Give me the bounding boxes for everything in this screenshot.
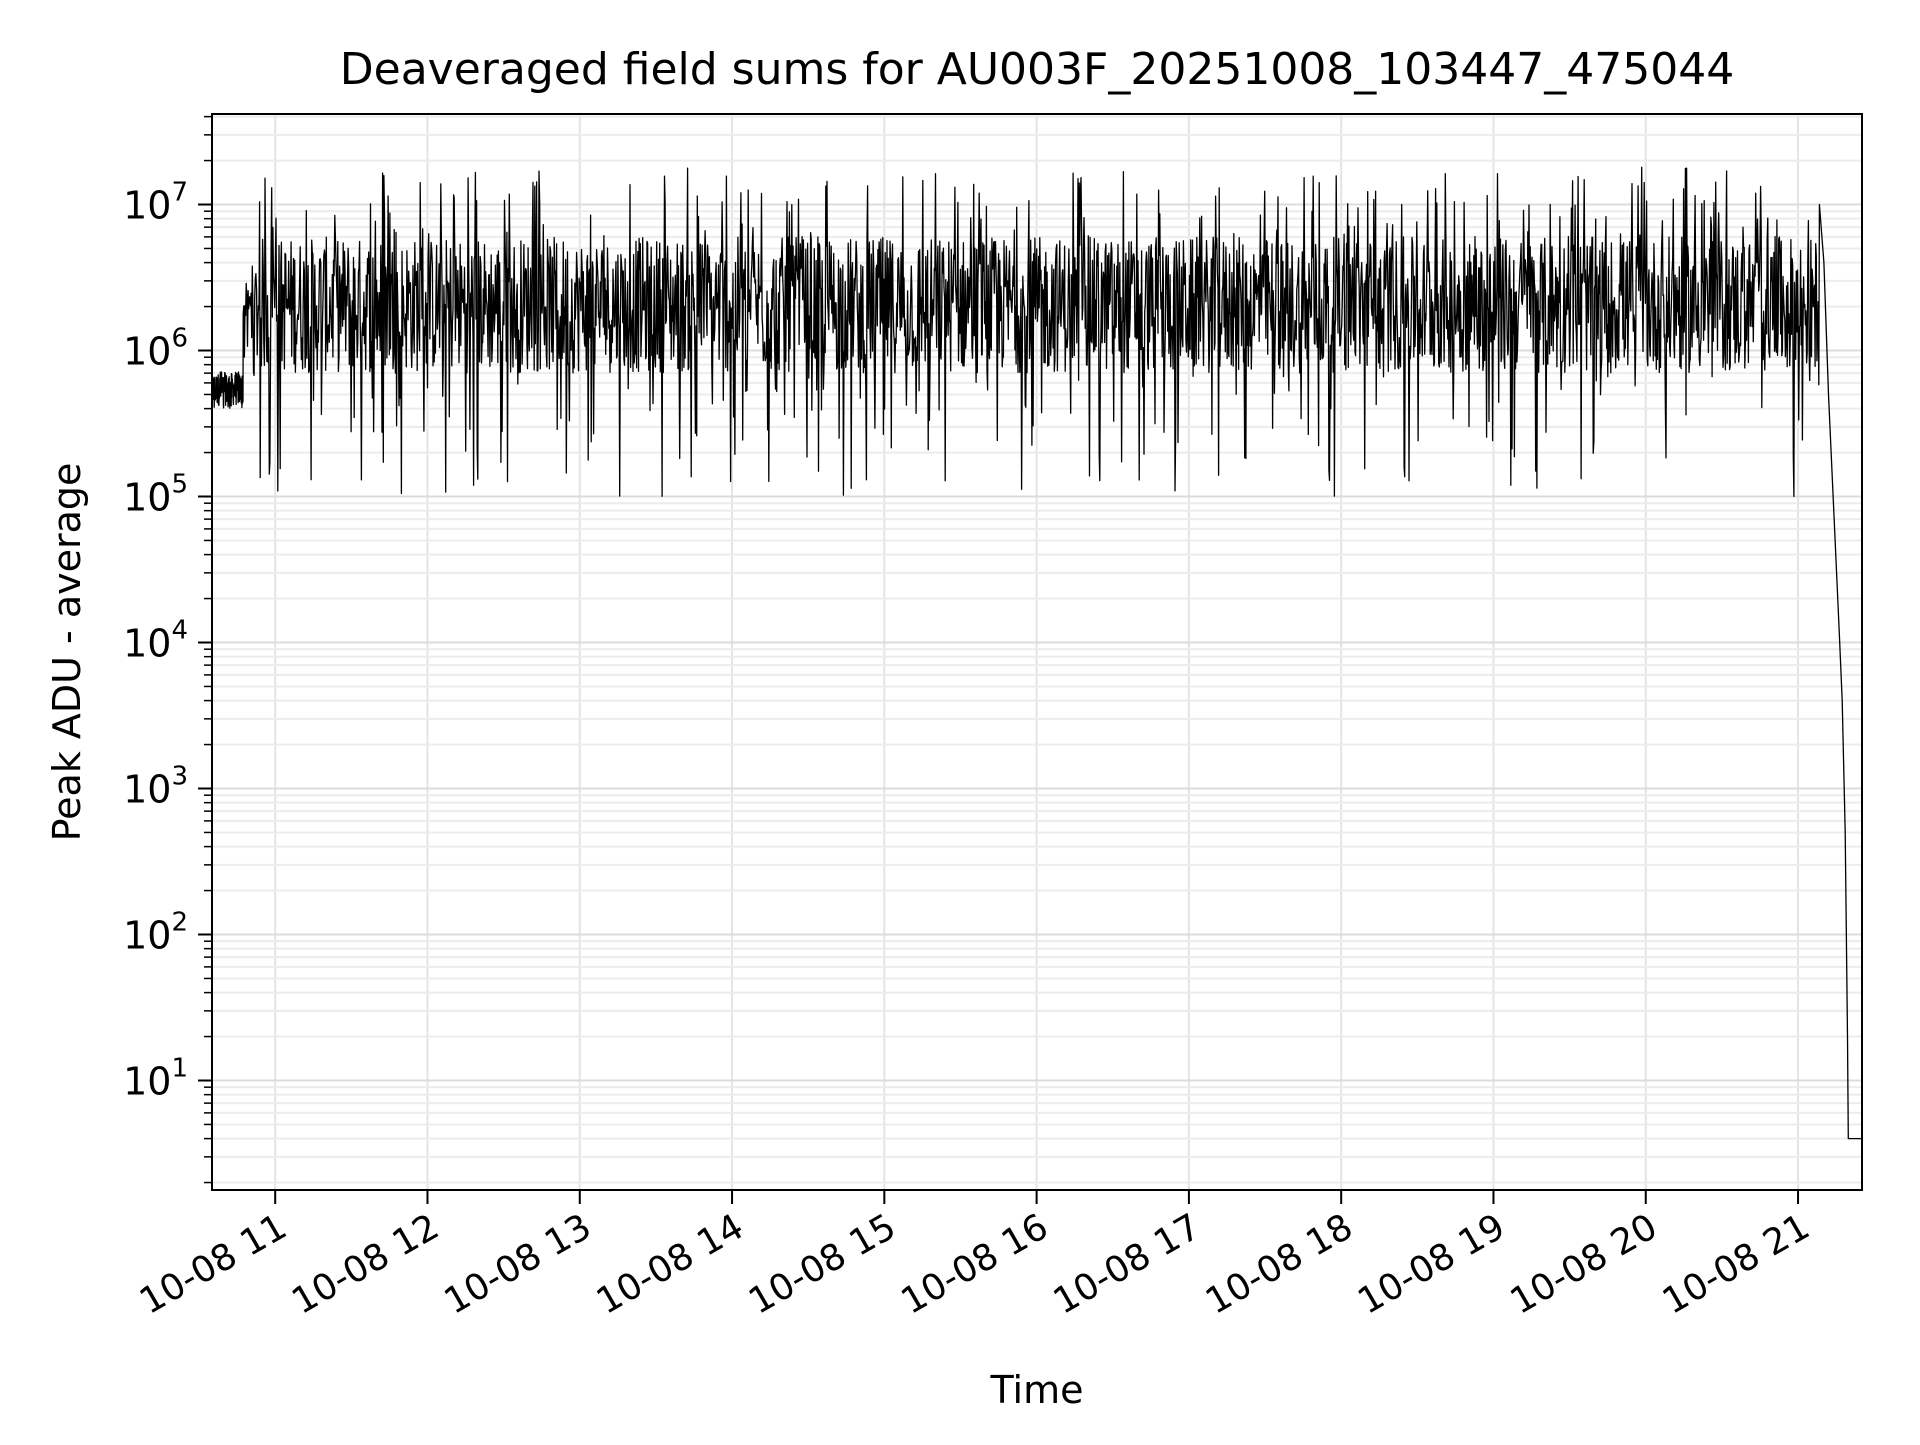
chart-title: Deaveraged field sums for AU003F_2025100… [340,44,1734,95]
data-series [211,166,1862,1140]
y-tick-label: 101 [123,1054,188,1104]
y-tick-label-base: 10 [123,184,171,228]
y-tick-label: 104 [123,616,188,666]
axis-ticks [198,115,1800,1204]
series-line-field-sums [211,166,1862,1140]
x-axis-label: Time [990,1368,1084,1412]
y-tick-label-exponent: 3 [171,762,188,792]
y-tick-label-base: 10 [123,1060,171,1104]
y-tick-label-base: 10 [123,330,171,374]
y-tick-label-exponent: 2 [171,908,188,938]
y-tick-label: 107 [123,178,188,228]
y-tick-label-exponent: 1 [171,1054,188,1084]
y-tick-label-exponent: 6 [171,324,188,354]
y-tick-label-base: 10 [123,622,171,666]
y-tick-label-exponent: 7 [171,178,188,208]
y-tick-label: 103 [123,762,188,812]
y-tick-label-base: 10 [123,768,171,812]
y-tick-label-base: 10 [123,914,171,958]
y-axis-label: Peak ADU - average [45,463,89,842]
y-tick-label: 102 [123,908,188,958]
y-tick-label-base: 10 [123,476,171,520]
y-tick-label-exponent: 4 [171,616,188,646]
y-tick-label-exponent: 5 [171,470,188,500]
y-tick-label: 105 [123,470,188,520]
y-tick-label: 106 [123,324,188,374]
